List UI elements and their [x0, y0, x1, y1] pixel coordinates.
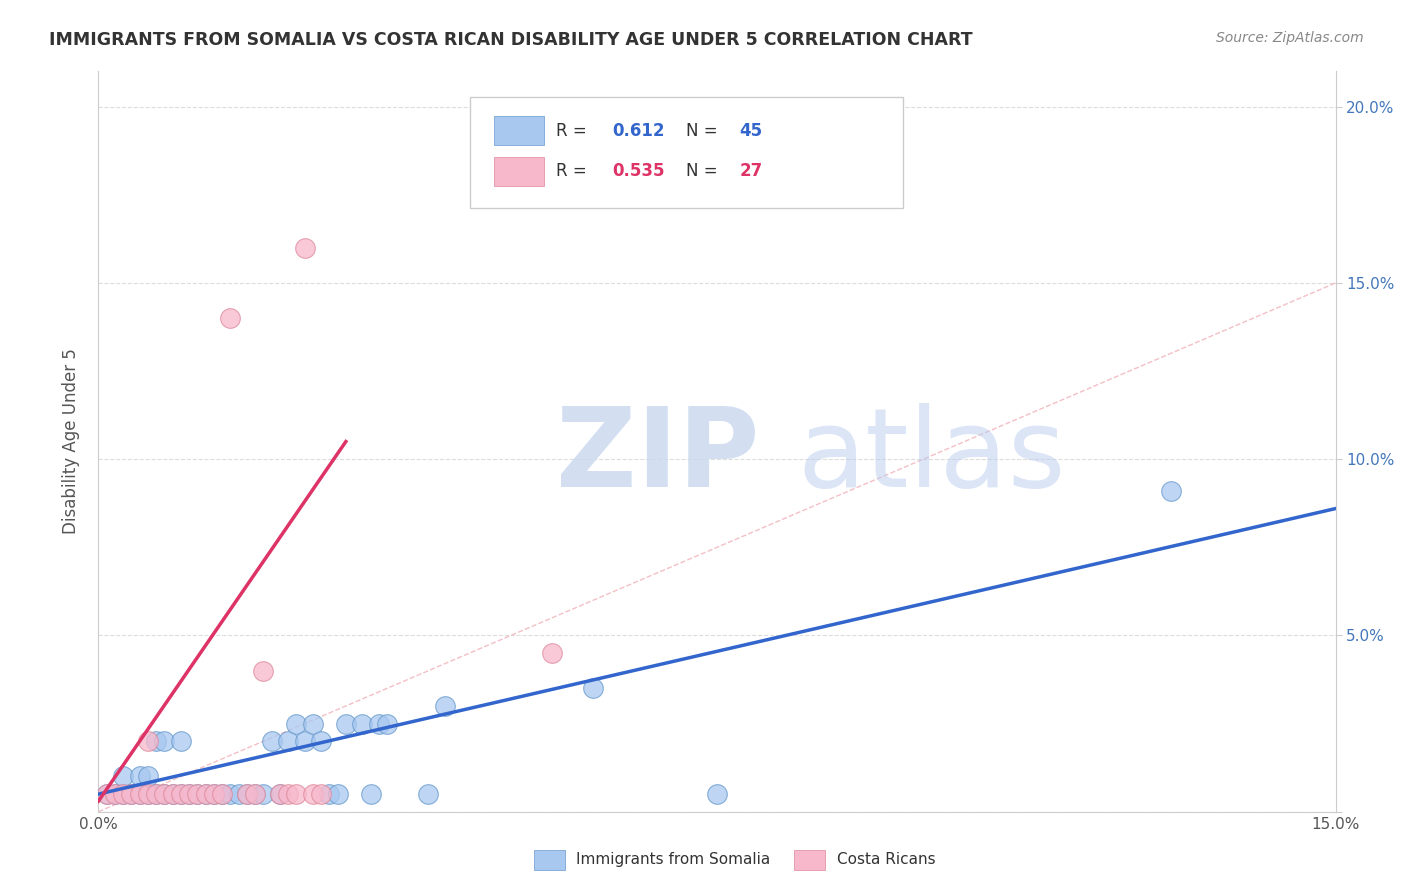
Point [294, 734, 316, 748]
Text: ZIP: ZIP [557, 403, 759, 510]
Point [269, 787, 291, 801]
Point [236, 787, 259, 801]
Point [243, 787, 266, 801]
Point [252, 664, 274, 678]
Point [194, 787, 217, 801]
Point [360, 787, 382, 801]
Point [179, 787, 201, 801]
Point [302, 716, 325, 731]
Point [112, 787, 135, 801]
Point [375, 716, 398, 731]
Point [285, 716, 308, 731]
Point [318, 787, 340, 801]
Point [112, 787, 135, 801]
Point [136, 787, 159, 801]
Point [219, 311, 242, 326]
Point [104, 787, 127, 801]
Point [145, 787, 167, 801]
Text: R =: R = [557, 162, 592, 180]
Text: 45: 45 [740, 121, 762, 139]
Point [136, 734, 159, 748]
Text: N =: N = [686, 162, 723, 180]
Point [120, 787, 142, 801]
Text: 0.612: 0.612 [612, 121, 665, 139]
Point [186, 787, 208, 801]
Text: Source: ZipAtlas.com: Source: ZipAtlas.com [1216, 31, 1364, 45]
Point [153, 734, 176, 748]
Text: N =: N = [686, 121, 723, 139]
Point [211, 787, 233, 801]
Point [179, 787, 201, 801]
Point [153, 787, 176, 801]
Text: atlas: atlas [797, 403, 1066, 510]
Text: 0.535: 0.535 [612, 162, 665, 180]
Point [162, 787, 184, 801]
Point [243, 787, 266, 801]
Point [128, 769, 150, 783]
FancyBboxPatch shape [470, 97, 903, 209]
Point [202, 787, 225, 801]
Point [128, 787, 150, 801]
Point [269, 787, 291, 801]
Point [277, 787, 299, 801]
Bar [495, 156, 544, 186]
Point [186, 787, 208, 801]
Point [211, 787, 233, 801]
Point [326, 787, 349, 801]
Point [277, 734, 299, 748]
Point [145, 787, 167, 801]
Point [285, 787, 308, 801]
Point [170, 787, 193, 801]
Point [260, 734, 283, 748]
Point [128, 787, 150, 801]
Point [219, 787, 242, 801]
Point [1160, 483, 1182, 498]
Point [104, 787, 127, 801]
Y-axis label: Disability Age Under 5: Disability Age Under 5 [62, 349, 80, 534]
Text: IMMIGRANTS FROM SOMALIA VS COSTA RICAN DISABILITY AGE UNDER 5 CORRELATION CHART: IMMIGRANTS FROM SOMALIA VS COSTA RICAN D… [49, 31, 973, 49]
Point [309, 787, 332, 801]
Point [136, 769, 159, 783]
Point [194, 787, 217, 801]
Text: Costa Ricans: Costa Ricans [837, 853, 935, 867]
Point [294, 241, 316, 255]
Bar [495, 116, 544, 145]
Point [335, 716, 357, 731]
Point [418, 787, 440, 801]
Point [582, 681, 605, 696]
Point [145, 734, 167, 748]
Point [153, 787, 176, 801]
Point [706, 787, 728, 801]
Point [252, 787, 274, 801]
Point [202, 787, 225, 801]
Point [309, 734, 332, 748]
Point [228, 787, 250, 801]
Point [170, 734, 193, 748]
Text: Immigrants from Somalia: Immigrants from Somalia [576, 853, 770, 867]
Point [136, 787, 159, 801]
Point [352, 716, 374, 731]
Point [541, 646, 564, 660]
Point [96, 787, 118, 801]
Text: R =: R = [557, 121, 592, 139]
Point [236, 787, 259, 801]
Point [120, 787, 142, 801]
Point [367, 716, 389, 731]
Point [433, 698, 456, 713]
Point [302, 787, 325, 801]
Point [96, 787, 118, 801]
Point [162, 787, 184, 801]
Point [112, 769, 135, 783]
Text: 27: 27 [740, 162, 762, 180]
Point [170, 787, 193, 801]
